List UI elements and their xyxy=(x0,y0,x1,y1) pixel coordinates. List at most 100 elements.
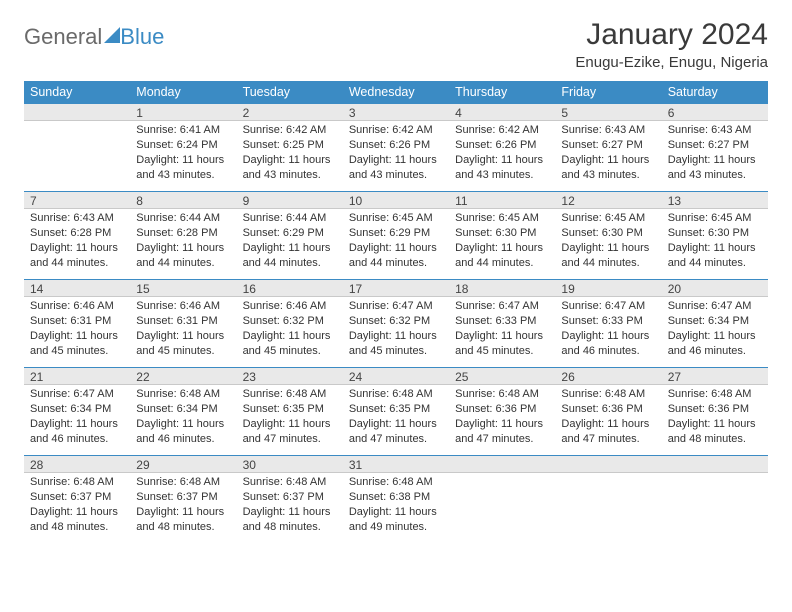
sunset-line: Sunset: 6:27 PM xyxy=(668,138,762,153)
day-number: 4 xyxy=(449,103,555,121)
daylight-line: Daylight: 11 hours and 45 minutes. xyxy=(455,329,549,359)
calendar-day-cell: 31Sunrise: 6:48 AMSunset: 6:38 PMDayligh… xyxy=(343,455,449,543)
calendar-day-cell: 2Sunrise: 6:42 AMSunset: 6:25 PMDaylight… xyxy=(237,103,343,191)
day-number: 7 xyxy=(24,191,130,209)
day-body xyxy=(24,121,130,129)
day-number: 29 xyxy=(130,455,236,473)
sunset-line: Sunset: 6:35 PM xyxy=(243,402,337,417)
calendar-day-cell: 27 Sunrise: 6:48 AMSunset: 6:36 PMDayligh… xyxy=(662,367,768,455)
calendar-day-cell xyxy=(662,455,768,543)
day-number: 10 xyxy=(343,191,449,209)
daylight-line: Daylight: 11 hours and 45 minutes. xyxy=(243,329,337,359)
daylight-line: Daylight: 11 hours and 48 minutes. xyxy=(136,505,230,535)
day-body: Sunrise: 6:47 AMSunset: 6:33 PMDaylight:… xyxy=(555,297,661,364)
daylight-line: Daylight: 11 hours and 43 minutes. xyxy=(136,153,230,183)
day-body: Sunrise: 6:45 AMSunset: 6:30 PMDaylight:… xyxy=(555,209,661,276)
day-body: Sunrise: 6:48 AMSunset: 6:37 PMDaylight:… xyxy=(237,473,343,540)
sunrise-line: Sunrise: 6:48 AM xyxy=(136,387,230,402)
day-number xyxy=(449,455,555,473)
day-body: Sunrise: 6:48 AMSunset: 6:37 PMDaylight:… xyxy=(130,473,236,540)
day-number: 8 xyxy=(130,191,236,209)
daylight-line: Daylight: 11 hours and 43 minutes. xyxy=(349,153,443,183)
sunrise-line: Sunrise: 6:48 AM xyxy=(243,475,337,490)
sunrise-line: Sunrise: 6:47 AM xyxy=(455,299,549,314)
daylight-line: Daylight: 11 hours and 44 minutes. xyxy=(30,241,124,271)
sunrise-line: Sunrise: 6:45 AM xyxy=(455,211,549,226)
day-body: Sunrise: 6:43 AMSunset: 6:27 PMDaylight:… xyxy=(555,121,661,188)
sunset-line: Sunset: 6:28 PM xyxy=(136,226,230,241)
day-body: Sunrise: 6:46 AMSunset: 6:31 PMDaylight:… xyxy=(130,297,236,364)
daylight-line: Daylight: 11 hours and 44 minutes. xyxy=(136,241,230,271)
sunset-line: Sunset: 6:32 PM xyxy=(243,314,337,329)
day-body: Sunrise: 6:45 AMSunset: 6:30 PMDaylight:… xyxy=(662,209,768,276)
calendar-day-cell: 29Sunrise: 6:48 AMSunset: 6:37 PMDayligh… xyxy=(130,455,236,543)
sunset-line: Sunset: 6:37 PM xyxy=(136,490,230,505)
location: Enugu-Ezike, Enugu, Nigeria xyxy=(575,54,768,71)
day-body: Sunrise: 6:48 AMSunset: 6:35 PMDaylight:… xyxy=(343,385,449,452)
daylight-line: Daylight: 11 hours and 48 minutes. xyxy=(668,417,762,447)
weekday-header-row: Sunday Monday Tuesday Wednesday Thursday… xyxy=(24,81,768,103)
sunrise-line: Sunrise: 6:47 AM xyxy=(561,299,655,314)
day-number: 27 xyxy=(662,367,768,385)
sunset-line: Sunset: 6:29 PM xyxy=(243,226,337,241)
day-number: 21 xyxy=(24,367,130,385)
daylight-line: Daylight: 11 hours and 47 minutes. xyxy=(561,417,655,447)
sunrise-line: Sunrise: 6:48 AM xyxy=(668,387,762,402)
sunset-line: Sunset: 6:34 PM xyxy=(136,402,230,417)
logo: General Blue xyxy=(24,24,164,50)
day-body: Sunrise: 6:45 AMSunset: 6:30 PMDaylight:… xyxy=(449,209,555,276)
day-body: Sunrise: 6:46 AMSunset: 6:32 PMDaylight:… xyxy=(237,297,343,364)
daylight-line: Daylight: 11 hours and 43 minutes. xyxy=(243,153,337,183)
day-number: 3 xyxy=(343,103,449,121)
day-number: 6 xyxy=(662,103,768,121)
sunrise-line: Sunrise: 6:42 AM xyxy=(349,123,443,138)
day-body xyxy=(555,473,661,481)
sunrise-line: Sunrise: 6:45 AM xyxy=(561,211,655,226)
sunrise-line: Sunrise: 6:48 AM xyxy=(243,387,337,402)
day-body: Sunrise: 6:48 AMSunset: 6:36 PMDaylight:… xyxy=(449,385,555,452)
sunset-line: Sunset: 6:34 PM xyxy=(668,314,762,329)
calendar-day-cell xyxy=(24,103,130,191)
sunrise-line: Sunrise: 6:48 AM xyxy=(30,475,124,490)
calendar-day-cell: 8Sunrise: 6:44 AMSunset: 6:28 PMDaylight… xyxy=(130,191,236,279)
calendar-day-cell xyxy=(555,455,661,543)
calendar-day-cell: 6Sunrise: 6:43 AMSunset: 6:27 PMDaylight… xyxy=(662,103,768,191)
calendar-week-row: 1Sunrise: 6:41 AMSunset: 6:24 PMDaylight… xyxy=(24,103,768,191)
calendar-week-row: 21Sunrise: 6:47 AMSunset: 6:34 PMDayligh… xyxy=(24,367,768,455)
daylight-line: Daylight: 11 hours and 48 minutes. xyxy=(30,505,124,535)
day-number: 13 xyxy=(662,191,768,209)
day-body: Sunrise: 6:44 AMSunset: 6:28 PMDaylight:… xyxy=(130,209,236,276)
sunrise-line: Sunrise: 6:43 AM xyxy=(668,123,762,138)
day-number: 25 xyxy=(449,367,555,385)
daylight-line: Daylight: 11 hours and 44 minutes. xyxy=(243,241,337,271)
calendar-day-cell: 13Sunrise: 6:45 AMSunset: 6:30 PMDayligh… xyxy=(662,191,768,279)
daylight-line: Daylight: 11 hours and 45 minutes. xyxy=(349,329,443,359)
sunrise-line: Sunrise: 6:46 AM xyxy=(136,299,230,314)
sunset-line: Sunset: 6:30 PM xyxy=(455,226,549,241)
day-body: Sunrise: 6:46 AMSunset: 6:31 PMDaylight:… xyxy=(24,297,130,364)
sunrise-line: Sunrise: 6:44 AM xyxy=(243,211,337,226)
daylight-line: Daylight: 11 hours and 46 minutes. xyxy=(561,329,655,359)
daylight-line: Daylight: 11 hours and 44 minutes. xyxy=(349,241,443,271)
sunrise-line: Sunrise: 6:44 AM xyxy=(136,211,230,226)
daylight-line: Daylight: 11 hours and 44 minutes. xyxy=(668,241,762,271)
calendar-day-cell: 9 Sunrise: 6:44 AMSunset: 6:29 PMDaylight… xyxy=(237,191,343,279)
day-body: Sunrise: 6:42 AMSunset: 6:25 PMDaylight:… xyxy=(237,121,343,188)
calendar-day-cell: 12Sunrise: 6:45 AMSunset: 6:30 PMDayligh… xyxy=(555,191,661,279)
calendar-day-cell: 3 Sunrise: 6:42 AMSunset: 6:26 PMDaylight… xyxy=(343,103,449,191)
sunset-line: Sunset: 6:26 PM xyxy=(349,138,443,153)
day-number: 14 xyxy=(24,279,130,297)
sunrise-line: Sunrise: 6:42 AM xyxy=(455,123,549,138)
calendar-day-cell: 16Sunrise: 6:46 AMSunset: 6:32 PMDayligh… xyxy=(237,279,343,367)
month-title: January 2024 xyxy=(575,18,768,52)
day-number: 23 xyxy=(237,367,343,385)
weekday-header: Monday xyxy=(130,81,236,103)
day-number: 9 xyxy=(237,191,343,209)
weekday-header: Friday xyxy=(555,81,661,103)
sunset-line: Sunset: 6:31 PM xyxy=(30,314,124,329)
calendar-day-cell: 19Sunrise: 6:47 AMSunset: 6:33 PMDayligh… xyxy=(555,279,661,367)
weekday-header: Saturday xyxy=(662,81,768,103)
sunset-line: Sunset: 6:36 PM xyxy=(668,402,762,417)
calendar-day-cell: 15Sunrise: 6:46 AMSunset: 6:31 PMDayligh… xyxy=(130,279,236,367)
sunrise-line: Sunrise: 6:46 AM xyxy=(243,299,337,314)
